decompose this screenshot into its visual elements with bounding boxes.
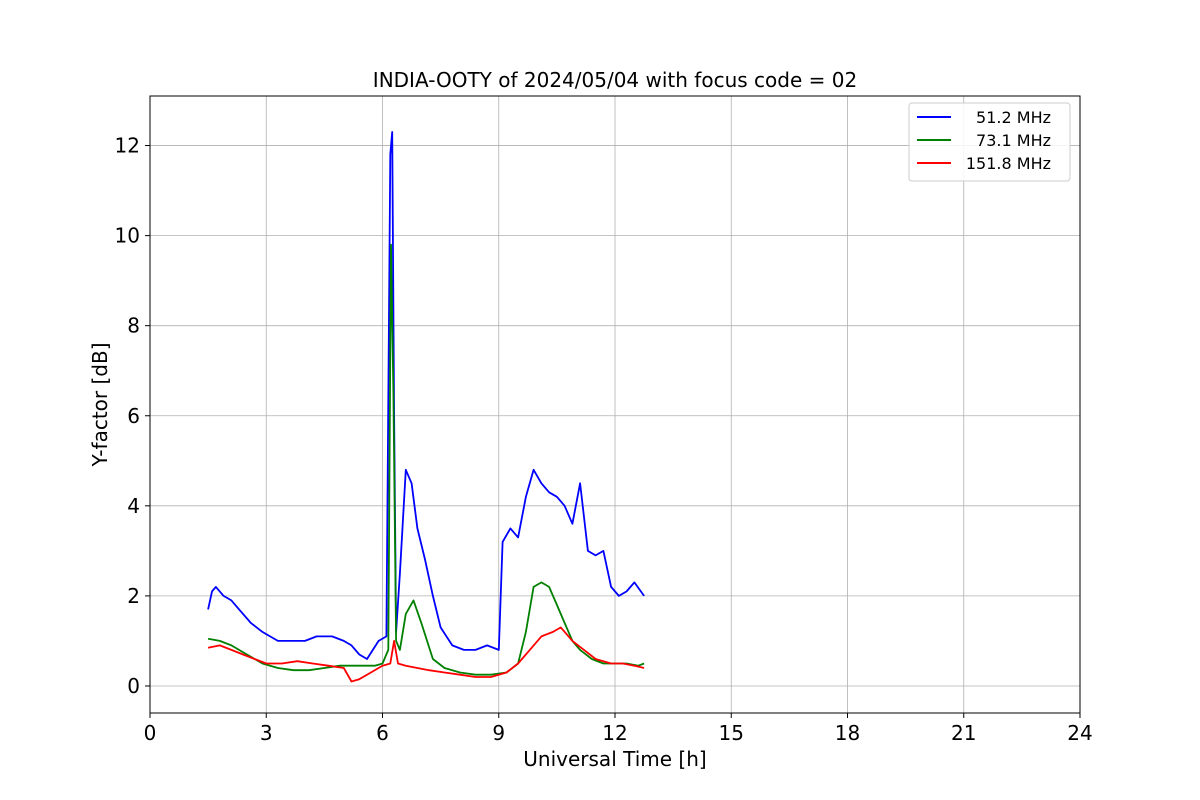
x-tick-label: 21 — [951, 721, 976, 745]
legend-box — [908, 102, 1071, 182]
y-axis-ticks: 0 2 4 6 8 10 12 — [115, 134, 150, 698]
legend: 51.2 MHz 73.1 MHz 151.8 MHz — [908, 102, 1071, 182]
x-axis-label: Universal Time [h] — [523, 747, 706, 771]
y-tick-label: 12 — [115, 134, 140, 158]
x-tick-label: 15 — [719, 721, 744, 745]
y-tick-label: 2 — [127, 584, 140, 608]
chart-title: INDIA-OOTY of 2024/05/04 with focus code… — [373, 68, 857, 92]
x-tick-label: 9 — [492, 721, 505, 745]
y-tick-label: 10 — [115, 224, 140, 248]
y-tick-label: 8 — [127, 314, 140, 338]
x-tick-label: 18 — [835, 721, 860, 745]
x-tick-label: 6 — [376, 721, 389, 745]
legend-label: 73.1 MHz — [976, 131, 1051, 150]
x-tick-label: 0 — [144, 721, 157, 745]
y-tick-label: 0 — [127, 674, 140, 698]
legend-label: 51.2 MHz — [976, 108, 1051, 127]
x-tick-label: 12 — [602, 721, 627, 745]
series-layer — [207, 131, 645, 683]
x-axis-ticks: 0 3 6 9 12 15 18 21 24 — [144, 713, 1093, 745]
y-axis-label: Y-factor [dB] — [88, 342, 112, 467]
y-tick-label: 6 — [127, 404, 140, 428]
x-tick-label: 24 — [1067, 721, 1092, 745]
series-line-0 — [207, 131, 645, 660]
y-tick-label: 4 — [127, 494, 140, 518]
legend-label: 151.8 MHz — [966, 154, 1051, 173]
series-line-2 — [207, 626, 645, 683]
x-tick-label: 3 — [260, 721, 273, 745]
